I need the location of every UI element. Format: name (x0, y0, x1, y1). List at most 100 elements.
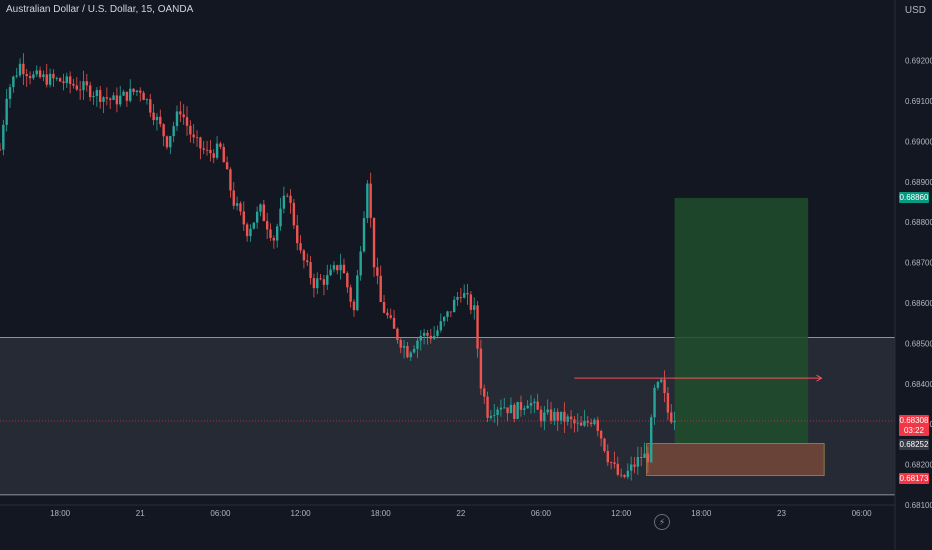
candle-body-43 (142, 92, 145, 101)
candle-body-30 (98, 90, 102, 102)
y-tick-8: 0.68400 (905, 380, 932, 389)
currency-label[interactable]: USD (904, 5, 926, 16)
candle-body-190 (633, 464, 636, 467)
candle-body-156 (519, 402, 523, 410)
candle-body-161 (536, 401, 539, 410)
candle-body-169 (563, 411, 566, 422)
candle-body-181 (603, 438, 606, 451)
candle-body-70 (232, 190, 235, 206)
candle-body-33 (109, 98, 112, 100)
candle-body-122 (406, 345, 409, 358)
lightning-icon[interactable]: ⚡ (654, 514, 670, 530)
candle-body-14 (45, 74, 48, 85)
candle-body-148 (493, 415, 496, 416)
candle-body-25 (82, 81, 85, 91)
candle-body-44 (145, 99, 149, 101)
candle-body-115 (382, 302, 386, 313)
candle-body-172 (573, 419, 576, 424)
candle-body-133 (442, 316, 446, 322)
x-tick-4: 18:00 (371, 509, 392, 518)
candle-body-19 (62, 81, 65, 84)
candle-body-13 (42, 74, 45, 78)
candle-body-21 (68, 76, 72, 84)
candle-body-147 (489, 415, 493, 418)
candle-body-105 (349, 287, 352, 302)
candle-body-48 (159, 116, 162, 125)
candle-body-192 (639, 456, 643, 458)
candle-body-149 (496, 409, 499, 416)
candle-body-195 (650, 417, 653, 463)
entry-price-tag: 0.68252 (899, 439, 929, 451)
candle-body-85 (282, 195, 286, 209)
candle-body-20 (65, 76, 68, 84)
candle-body-60 (199, 137, 202, 149)
candle-body-128 (426, 332, 429, 336)
candle-body-130 (432, 335, 436, 339)
candle-body-18 (58, 78, 62, 82)
candle-body-10 (32, 74, 35, 79)
candle-body-117 (389, 315, 392, 318)
candle-body-42 (139, 90, 142, 93)
candle-body-78 (259, 204, 262, 212)
candle-body-27 (88, 85, 92, 98)
x-tick-5: 22 (456, 509, 465, 518)
candle-body-151 (503, 407, 506, 409)
candle-body-65 (215, 143, 219, 158)
candle-body-200 (666, 393, 670, 413)
candle-body-38 (125, 91, 129, 101)
x-tick-6: 06:00 (531, 509, 552, 518)
candle-body-61 (202, 148, 205, 150)
candle-body-23 (75, 85, 79, 90)
candle-body-158 (526, 405, 529, 409)
target-price-tag: 0.68860 (899, 192, 929, 204)
candle-body-57 (189, 125, 192, 135)
candle-body-3 (8, 87, 12, 99)
candle-body-7 (22, 63, 25, 75)
current-price-tag: 0.68308 (899, 415, 929, 427)
x-tick-0: 18:00 (50, 509, 71, 518)
candle-body-127 (422, 332, 426, 336)
stop-price-tag: 0.68173 (899, 473, 929, 484)
candle-body-163 (543, 412, 546, 422)
candle-body-15 (48, 73, 52, 85)
candle-body-99 (329, 269, 332, 276)
candle-body-39 (129, 88, 132, 101)
candle-body-49 (162, 124, 165, 137)
candle-body-6 (18, 63, 22, 76)
y-tick-11: 0.68100 (905, 501, 932, 510)
candle-body-202 (673, 420, 676, 423)
arrow-head (816, 374, 823, 382)
candle-body-41 (135, 90, 139, 92)
candle-body-64 (212, 153, 215, 158)
candle-body-174 (579, 422, 583, 426)
candle-body-119 (396, 328, 399, 340)
candle-body-98 (326, 275, 329, 285)
y-tick-0: 0.69200 (905, 57, 932, 66)
candle-body-35 (115, 95, 119, 105)
candle-body-59 (195, 137, 199, 139)
candle-body-45 (149, 99, 152, 113)
candle-body-154 (513, 404, 516, 419)
candle-body-72 (239, 203, 242, 212)
symbol-title[interactable]: Australian Dollar / U.S. Dollar, 15, OAN… (6, 4, 194, 15)
y-tick-3: 0.68900 (905, 178, 932, 187)
candle-body-31 (102, 97, 105, 102)
candle-body-120 (399, 339, 402, 348)
candle-body-90 (299, 243, 302, 251)
candle-body-171 (569, 416, 573, 420)
candle-body-91 (302, 250, 306, 261)
candle-body-186 (619, 474, 623, 476)
candle-body-138 (459, 296, 463, 298)
candle-body-118 (392, 317, 396, 329)
candle-body-40 (132, 88, 135, 92)
candle-body-62 (205, 149, 209, 151)
candle-body-22 (72, 83, 75, 86)
candle-body-123 (409, 352, 412, 358)
candle-body-160 (533, 401, 536, 404)
candle-body-74 (245, 224, 249, 237)
candle-body-102 (339, 264, 342, 271)
candle-body-51 (169, 136, 172, 148)
candle-body-185 (616, 463, 620, 475)
y-tick-7: 0.68500 (905, 339, 932, 348)
